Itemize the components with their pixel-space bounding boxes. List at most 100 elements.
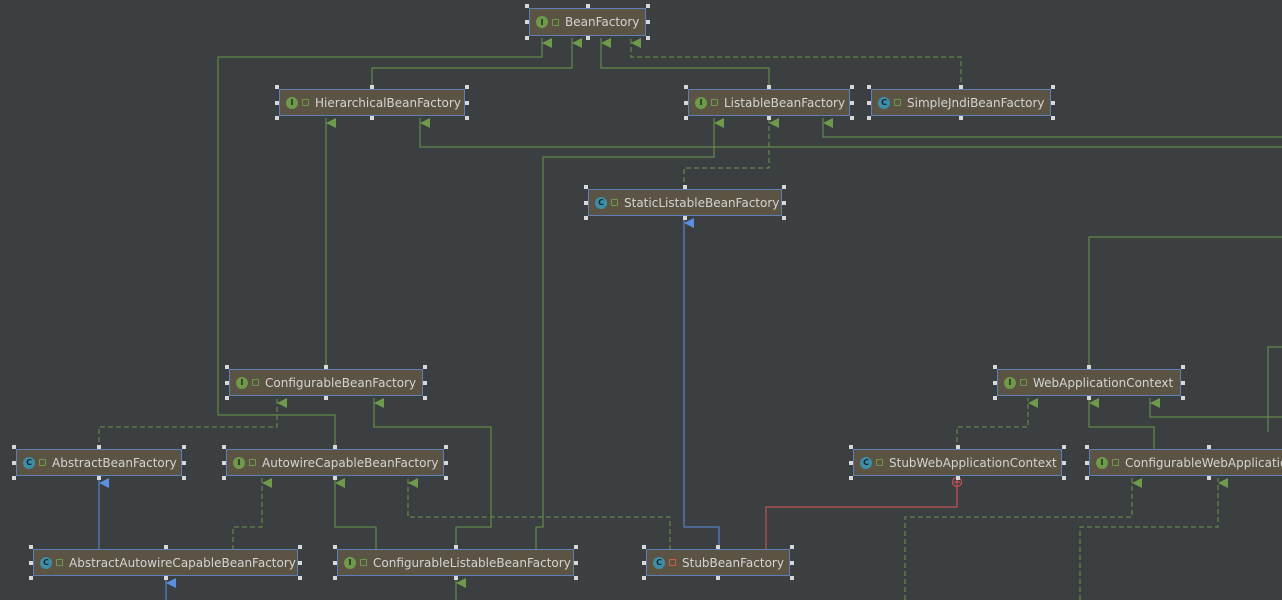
selection-handle xyxy=(298,560,302,565)
selection-handle xyxy=(444,445,448,449)
selection-handle xyxy=(850,116,854,120)
class-node[interactable]: I ConfigurableBeanFactory xyxy=(229,369,423,396)
kind-icon: I xyxy=(536,16,548,28)
selection-handle xyxy=(1087,365,1091,369)
selection-handle xyxy=(163,576,168,580)
selection-handle xyxy=(465,85,469,89)
selection-handle xyxy=(525,4,529,8)
node-label: ListableBeanFactory xyxy=(724,95,846,110)
selection-handle xyxy=(782,185,786,189)
kind-icon: I xyxy=(286,96,298,109)
selection-handle xyxy=(684,116,688,120)
selection-handle xyxy=(849,460,853,465)
selection-handle xyxy=(790,560,794,565)
selection-handle xyxy=(585,4,590,8)
selection-handle xyxy=(574,576,578,580)
node-content: I BeanFactory xyxy=(536,15,645,29)
selection-handle xyxy=(225,380,229,385)
visibility-icon xyxy=(611,199,618,206)
selection-handle xyxy=(525,36,529,40)
class-node[interactable]: C StubBeanFactory xyxy=(646,549,790,576)
node-content: C AbstractBeanFactory xyxy=(23,456,181,470)
selection-handle xyxy=(222,460,226,465)
selection-handle xyxy=(222,476,226,480)
selection-handle xyxy=(370,85,374,89)
selection-handle xyxy=(298,545,302,549)
selection-handle xyxy=(275,116,279,120)
class-node[interactable]: I HierarchicalBeanFactory xyxy=(279,89,465,116)
selection-handle xyxy=(1051,116,1055,120)
class-node[interactable]: I ListableBeanFactory xyxy=(688,89,850,116)
node-content: I AutowireCapableBeanFactory xyxy=(233,456,443,470)
class-node[interactable]: C SimpleJndiBeanFactory xyxy=(871,89,1051,116)
selection-handle xyxy=(849,445,853,449)
selection-handle xyxy=(574,545,578,549)
selection-handle xyxy=(790,576,794,580)
selection-handle xyxy=(955,476,960,480)
selection-handle xyxy=(790,545,794,549)
kind-icon: C xyxy=(860,456,872,469)
selection-handle xyxy=(225,365,229,369)
selection-handle xyxy=(1085,460,1089,465)
selection-handle xyxy=(324,396,328,400)
class-node[interactable]: I ConfigurableWebApplicationContext xyxy=(1089,449,1282,476)
selection-handle xyxy=(453,576,458,580)
selection-handle xyxy=(684,85,688,89)
selection-handle xyxy=(423,380,427,385)
selection-handle xyxy=(444,460,448,465)
selection-handle xyxy=(642,545,646,549)
selection-handle xyxy=(370,116,374,120)
selection-handle xyxy=(182,460,186,465)
node-label: AbstractBeanFactory xyxy=(52,455,177,470)
class-node[interactable]: I AutowireCapableBeanFactory xyxy=(226,449,444,476)
selection-handle xyxy=(646,20,650,24)
selection-handle xyxy=(222,445,226,449)
selection-handle xyxy=(423,396,427,400)
class-node[interactable]: I BeanFactory xyxy=(529,8,646,36)
node-content: C StubWebApplicationContext xyxy=(860,456,1061,470)
selection-handle xyxy=(1085,476,1089,480)
selection-handle xyxy=(12,445,16,449)
class-node[interactable]: C StaticListableBeanFactory xyxy=(588,189,782,216)
node-label: WebApplicationContext xyxy=(1033,375,1174,390)
kind-icon: I xyxy=(233,456,245,469)
node-content: I ListableBeanFactory xyxy=(695,96,849,110)
class-node[interactable]: I ConfigurableListableBeanFactory xyxy=(337,549,574,576)
selection-handle xyxy=(333,560,337,565)
kind-icon: I xyxy=(695,96,707,109)
selection-handle xyxy=(584,185,588,189)
selection-handle xyxy=(163,545,168,549)
selection-handle xyxy=(1207,445,1211,449)
kind-icon: C xyxy=(595,196,607,209)
selection-handle xyxy=(453,545,458,549)
selection-handle xyxy=(849,476,853,480)
selection-handle xyxy=(97,445,101,449)
node-label: ConfigurableBeanFactory xyxy=(265,375,417,390)
selection-handle xyxy=(333,545,337,549)
class-node[interactable]: C AbstractBeanFactory xyxy=(16,449,182,476)
selection-handle xyxy=(1051,85,1055,89)
selection-handle xyxy=(29,545,33,549)
class-node[interactable]: I WebApplicationContext xyxy=(997,369,1181,396)
node-content: C AbstractAutowireCapableBeanFactory xyxy=(40,556,297,570)
selection-handle xyxy=(1181,365,1185,369)
class-node[interactable]: C StubWebApplicationContext xyxy=(853,449,1062,476)
node-content: I ConfigurableBeanFactory xyxy=(236,376,422,390)
selection-handle xyxy=(683,185,687,189)
selection-handle xyxy=(29,560,33,565)
selection-handle xyxy=(298,576,302,580)
kind-icon: C xyxy=(653,556,665,569)
class-node[interactable]: C AbstractAutowireCapableBeanFactory xyxy=(33,549,298,576)
selection-handle xyxy=(584,216,588,220)
kind-icon: C xyxy=(40,556,52,569)
selection-handle xyxy=(1207,476,1211,480)
selection-handle xyxy=(1085,445,1089,449)
selection-handle xyxy=(850,100,854,105)
selection-handle xyxy=(959,116,963,120)
selection-handle xyxy=(782,216,786,220)
selection-handle xyxy=(12,460,16,465)
node-content: C StubBeanFactory xyxy=(653,556,789,570)
selection-handle xyxy=(182,476,186,480)
